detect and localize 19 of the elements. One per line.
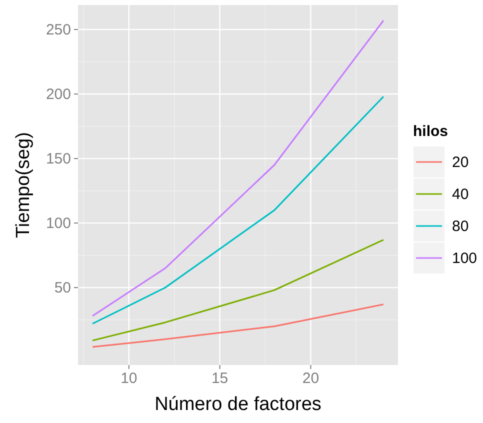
y-axis-title: Tiempo(seg)	[13, 132, 34, 238]
x-axis-title: Número de factores	[154, 394, 322, 415]
legend-label: 80	[452, 218, 469, 235]
y-tick-label: 250	[46, 22, 71, 39]
y-tick-label: 150	[46, 150, 71, 168]
x-tick-label: 15	[211, 370, 228, 387]
legend-label: 100	[452, 250, 478, 267]
line-series	[92, 96, 384, 325]
x-tick-label: 20	[302, 370, 320, 387]
y-tick-label: 100	[46, 215, 71, 232]
y-tick-label: 50	[54, 280, 71, 297]
line-series	[92, 304, 384, 348]
y-tick-label: 200	[46, 86, 71, 104]
legend-label: 40	[452, 186, 469, 203]
x-tick-label: 10	[120, 370, 138, 387]
legend-label: 20	[452, 154, 469, 171]
line-series	[92, 20, 384, 317]
line-series	[92, 239, 384, 342]
legend-title: hilos	[413, 123, 448, 140]
